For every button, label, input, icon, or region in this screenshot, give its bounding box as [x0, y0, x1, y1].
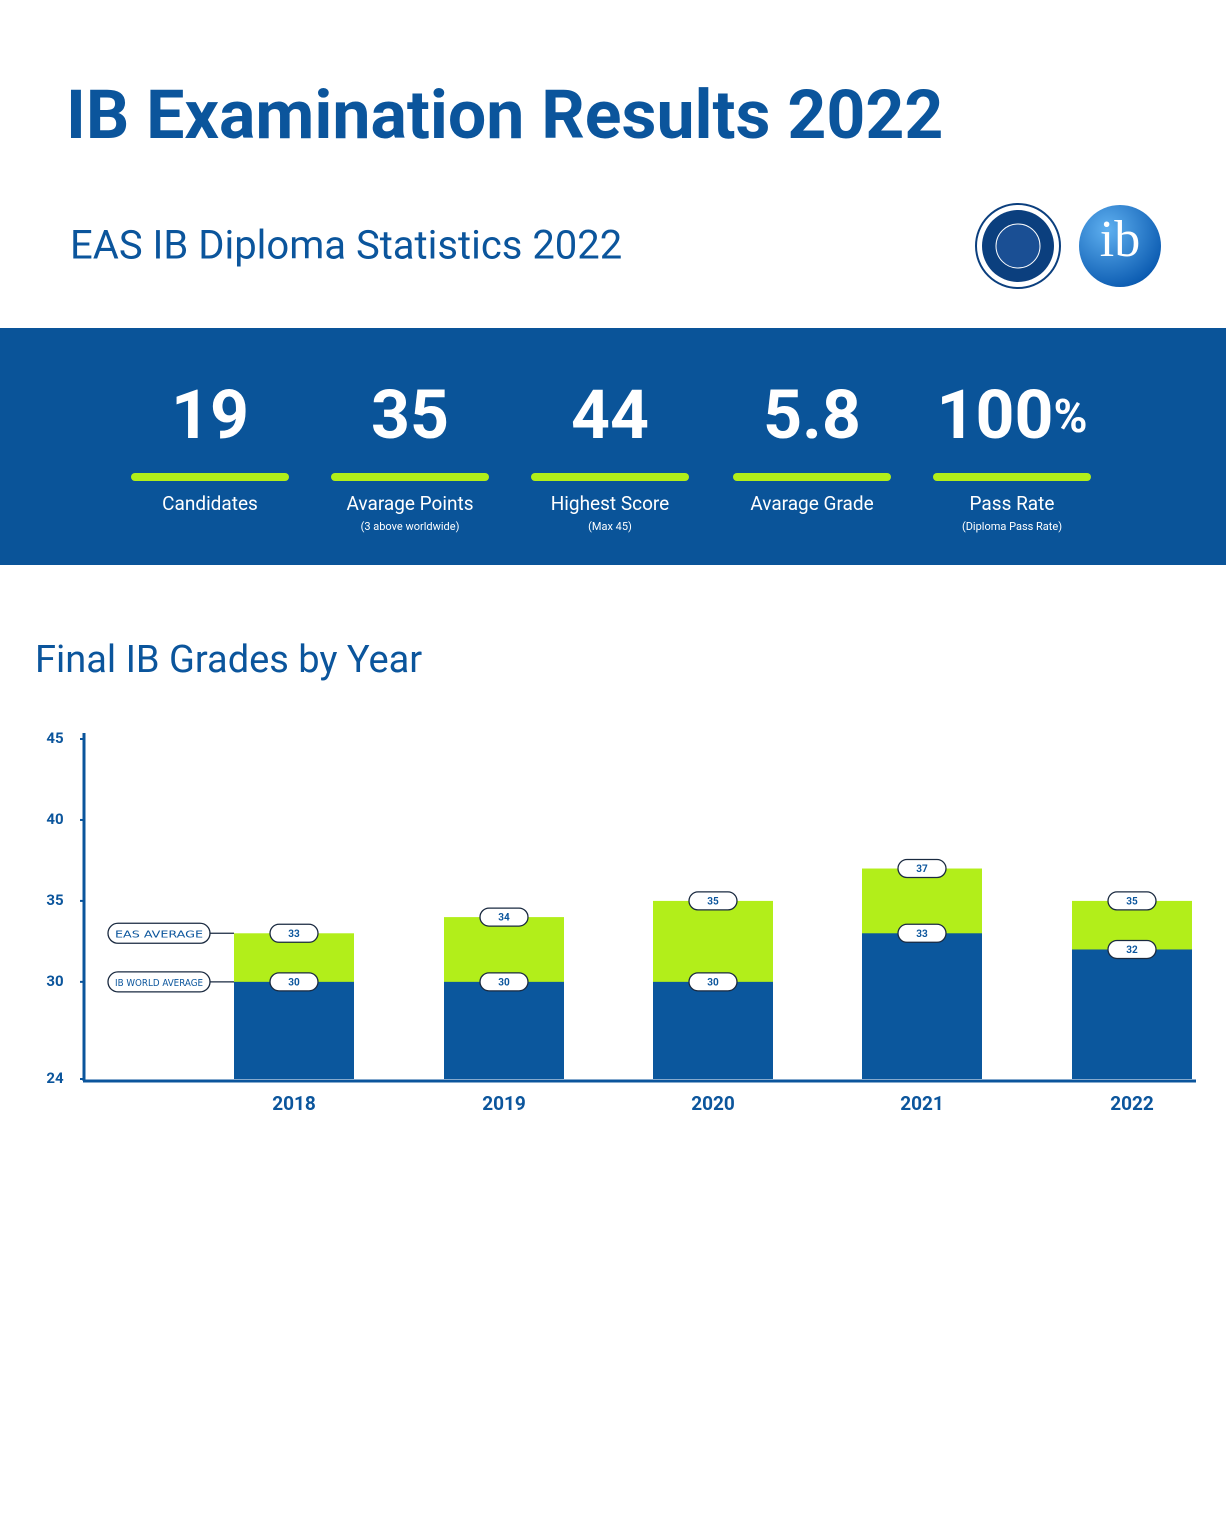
value-label: 30: [288, 977, 300, 988]
stat-underline: [131, 473, 289, 481]
value-pill: [269, 972, 319, 992]
x-tick-label: 2022: [1110, 1092, 1154, 1115]
stat-value: 44: [571, 375, 649, 455]
bar: [1072, 949, 1192, 1079]
stat-number: 100: [936, 375, 1053, 455]
value-label: 35: [1126, 897, 1138, 908]
value-pill: [269, 923, 319, 943]
stat-underline: [733, 473, 891, 481]
stat-label: Avarage Points: [346, 492, 473, 515]
value-label: 33: [288, 929, 300, 940]
stat-unit: %: [1054, 390, 1088, 444]
value-label: 30: [498, 977, 510, 988]
stat-value: 5.8: [763, 375, 861, 455]
value-pill: [1107, 891, 1157, 911]
stat-label: Candidates: [162, 492, 258, 515]
y-tick-label: 35: [46, 891, 63, 909]
stat-value: 19: [171, 375, 249, 455]
x-tick-label: 2021: [900, 1092, 944, 1115]
stat-underline: [531, 473, 689, 481]
x-tick-label: 2019: [482, 1092, 526, 1115]
x-tick-label: 2020: [691, 1092, 735, 1115]
value-pill: [1107, 939, 1157, 960]
stat-note: (3 above worldwide): [361, 520, 460, 533]
stat-underline: [933, 473, 1091, 481]
value-pill: [897, 858, 947, 879]
legend-label: EAS AVERAGE: [115, 929, 203, 940]
page-subtitle: EAS IB Diploma Statistics 2022: [70, 222, 622, 269]
stat-underline: [331, 473, 489, 481]
stat-value: 100%: [936, 375, 1087, 455]
stat-label: Avarage Grade: [750, 492, 873, 515]
stat-number: 44: [571, 375, 649, 455]
stat-label: Pass Rate: [970, 492, 1055, 515]
page-title: IB Examination Results 2022: [66, 75, 943, 155]
stats-band: [0, 328, 1226, 565]
stat-note: (Max 45): [588, 520, 632, 533]
ib-logo: ib: [1079, 205, 1161, 287]
bar: [653, 981, 773, 1079]
chart-title: Final IB Grades by Year: [35, 638, 422, 682]
value-label: 30: [707, 977, 719, 988]
value-pill: [479, 972, 529, 992]
value-pill: [897, 923, 947, 943]
value-pill: [688, 972, 738, 992]
value-pill: [479, 907, 529, 927]
stat-label: Highest Score: [551, 492, 670, 515]
eas-logo: [975, 203, 1061, 289]
x-tick-label: 2018: [272, 1092, 316, 1115]
value-label: 37: [916, 864, 928, 875]
stat-note: (Diploma Pass Rate): [962, 520, 1062, 533]
stat-value: 35: [371, 375, 449, 455]
value-label: 32: [1126, 945, 1138, 956]
y-tick-label: 24: [46, 1069, 64, 1087]
legend-label: IB WORLD AVERAGE: [115, 978, 203, 989]
y-tick-label: 40: [46, 810, 63, 828]
value-pill: [688, 891, 738, 911]
y-tick-label: 30: [46, 972, 63, 990]
value-label: 35: [707, 897, 719, 908]
legend-pill: [107, 922, 211, 944]
stat-number: 19: [171, 375, 249, 455]
stat-number: 35: [371, 375, 449, 455]
bar: [444, 981, 564, 1079]
ib-logo-text: ib: [1100, 211, 1140, 268]
value-label: 33: [916, 929, 928, 940]
bar: [862, 933, 982, 1079]
bar: [234, 981, 354, 1079]
value-label: 34: [498, 913, 510, 924]
stat-number: 5.8: [763, 375, 861, 455]
legend-pill: [107, 971, 211, 993]
y-tick-label: 45: [46, 729, 63, 747]
